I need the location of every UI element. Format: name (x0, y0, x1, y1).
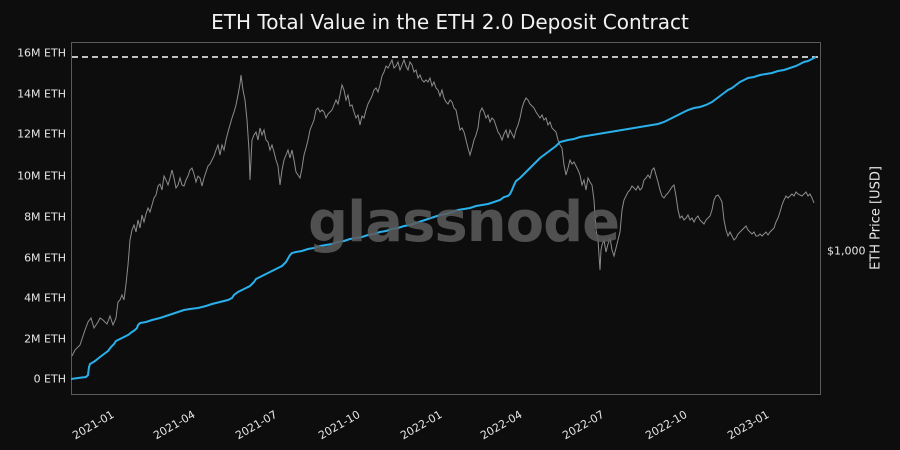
right-axis-tick-1000: $1,000 (827, 244, 866, 258)
right-axis-label: ETH Price [USD] (868, 166, 884, 270)
chart-title: ETH Total Value in the ETH 2.0 Deposit C… (211, 10, 689, 34)
y-tick-10m: 10M ETH (17, 169, 66, 183)
y-tick-4m: 4M ETH (24, 291, 66, 305)
y-tick-16m: 16M ETH (17, 46, 66, 60)
y-tick-12m: 12M ETH (17, 127, 66, 141)
y-tick-2m: 2M ETH (24, 332, 66, 346)
balance-line (70, 56, 817, 380)
y-tick-14m: 14M ETH (17, 87, 66, 101)
price-line (71, 58, 815, 357)
y-tick-0: 0 ETH (33, 372, 66, 386)
plot-area (71, 42, 821, 395)
glassnode-watermark: glassnode (308, 190, 620, 255)
y-tick-8m: 8M ETH (24, 210, 66, 224)
y-tick-6m: 6M ETH (24, 251, 66, 265)
